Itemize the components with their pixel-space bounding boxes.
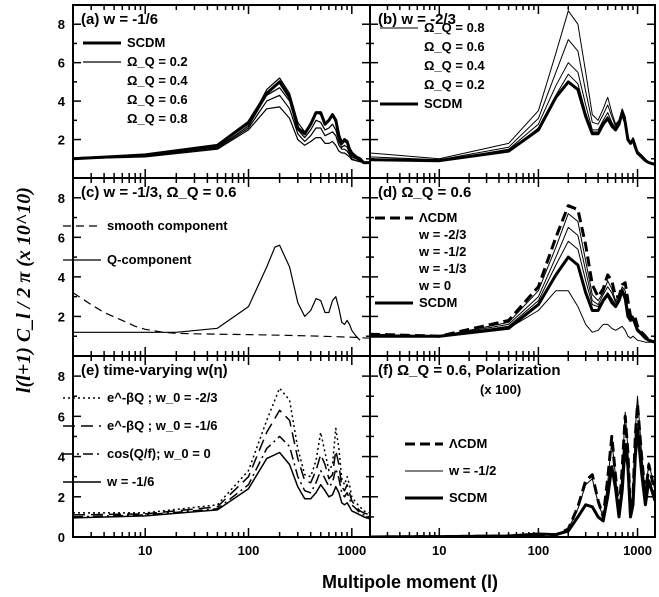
y-tick-label: 2 [58, 309, 65, 324]
legend-label: SCDM [424, 96, 462, 111]
legend-label: w = -2/3 [418, 227, 466, 242]
legend-label: Ω_Q = 0.4 [127, 73, 188, 88]
panel-a: 2 4 6 8 (a) w = -1/6 SCDM Ω_Q = 0.2 Ω_Q = 0.4 Ω_… [58, 4, 371, 179]
panel-title: (a) w = -1/6 [81, 11, 158, 28]
panel-title: (c) w = -1/3, Ω_Q = 0.6 [81, 184, 236, 201]
panel-title: (e) time-varying w(η) [81, 362, 228, 379]
panel-b: (b) w = -2/3Ω_Q = 0.8 Ω_Q = 0.6 Ω_Q = 0.4 Ω… [369, 4, 656, 179]
legend-label: Q-component [107, 252, 192, 267]
y-tick-label: 6 [58, 230, 65, 245]
panel-e: 0 2 4 6 8 10 100 1000 (e) time-varying w(η) e^-βQ… [58, 355, 371, 558]
y-tick-label: 6 [58, 56, 65, 71]
legend-label: e^-βQ ; w_0 = -1/6 [107, 418, 218, 433]
panel-title: (b) w = -2/3 [378, 11, 456, 28]
legend-label: w = -1/2 [418, 244, 466, 259]
series-line [370, 10, 655, 165]
series-line [73, 94, 370, 164]
y-tick-label: 4 [58, 450, 66, 465]
series-line [73, 387, 370, 514]
x-tick-label: 10 [432, 543, 446, 558]
y-tick-label: 8 [58, 369, 65, 384]
x-tick-label: 10 [138, 543, 152, 558]
series-line [73, 77, 370, 164]
panel-frame [369, 177, 656, 357]
legend-label: SCDM [127, 35, 165, 50]
series-line [73, 435, 370, 518]
y-tick-label: 2 [58, 490, 65, 505]
series-line [73, 244, 361, 341]
x-axis-label: Multipole moment (l) [322, 572, 498, 592]
panel-frame [72, 177, 371, 357]
y-tick-label: 4 [58, 94, 66, 109]
legend-label: w = -1/2 [448, 463, 496, 478]
legend-label: SCDM [449, 490, 487, 505]
y-axis-label: l(l+1) C_l / 2 π (x 10^10) [13, 187, 35, 393]
x-tick-label: 1000 [337, 543, 366, 558]
series-line [73, 292, 370, 339]
y-tick-label: 6 [58, 409, 65, 424]
y-tick-label: 0 [58, 530, 65, 545]
legend-label: Ω_Q = 0.2 [424, 77, 485, 92]
series-line [370, 204, 655, 344]
legend-label: smooth component [107, 218, 228, 233]
legend-label: Ω_Q = 0.8 [424, 20, 485, 35]
legend-label: w = 0 [418, 278, 451, 293]
series-line [370, 290, 655, 343]
panel-title: (d) Ω_Q = 0.6 [378, 184, 471, 201]
x-tick-label: 1000 [623, 543, 652, 558]
series-line [73, 87, 370, 164]
legend-label: Ω_Q = 0.6 [424, 39, 485, 54]
legend-label: SCDM [419, 295, 457, 310]
y-tick-label: 2 [58, 133, 65, 148]
legend-label: cos(Q/f); w_0 = 0 [107, 446, 211, 461]
series-line [370, 80, 655, 166]
series-line [370, 255, 655, 344]
panel-d: (d) Ω_Q = 0.6 ΛCDM w = -2/3 w = -1/2 w = -1/… [369, 177, 656, 357]
legend-label: e^-βQ ; w_0 = -2/3 [107, 390, 218, 405]
series-line [370, 73, 655, 165]
panel-f: 10 100 1000 (f) Ω_Q = 0.6, Polarization (x 1… [369, 355, 656, 558]
panel-frame [369, 4, 656, 179]
legend-label: Ω_Q = 0.4 [424, 58, 485, 73]
y-tick-label: 4 [58, 270, 66, 285]
legend-label: Ω_Q = 0.2 [127, 54, 188, 69]
y-tick-label: 8 [58, 191, 65, 206]
series-line [73, 106, 370, 164]
legend-label: ΛCDM [419, 210, 457, 225]
series-line [370, 426, 655, 537]
panel-frame [72, 4, 371, 179]
series-line [73, 409, 370, 516]
panels: 2 4 6 8 (a) w = -1/6 SCDM Ω_Q = 0.2 Ω_Q = 0.4 Ω_… [58, 4, 656, 558]
series-line [73, 451, 370, 520]
y-tick-label: 8 [58, 17, 65, 32]
legend-label: Ω_Q = 0.8 [127, 111, 188, 126]
panel-title: (f) Ω_Q = 0.6, Polarization [378, 362, 560, 379]
legend-label: ΛCDM [449, 436, 487, 451]
legend-label: w = -1/3 [418, 261, 466, 276]
legend-label: w = -1/6 [106, 474, 154, 489]
panel-subtitle: (x 100) [480, 382, 521, 397]
legend-label: Ω_Q = 0.6 [127, 92, 188, 107]
series-line [73, 80, 370, 165]
x-tick-label: 100 [528, 543, 550, 558]
panel-c: 2 4 6 8 (c) w = -1/3, Ω_Q = 0.6 smooth compon… [58, 177, 371, 357]
x-tick-label: 100 [238, 543, 260, 558]
